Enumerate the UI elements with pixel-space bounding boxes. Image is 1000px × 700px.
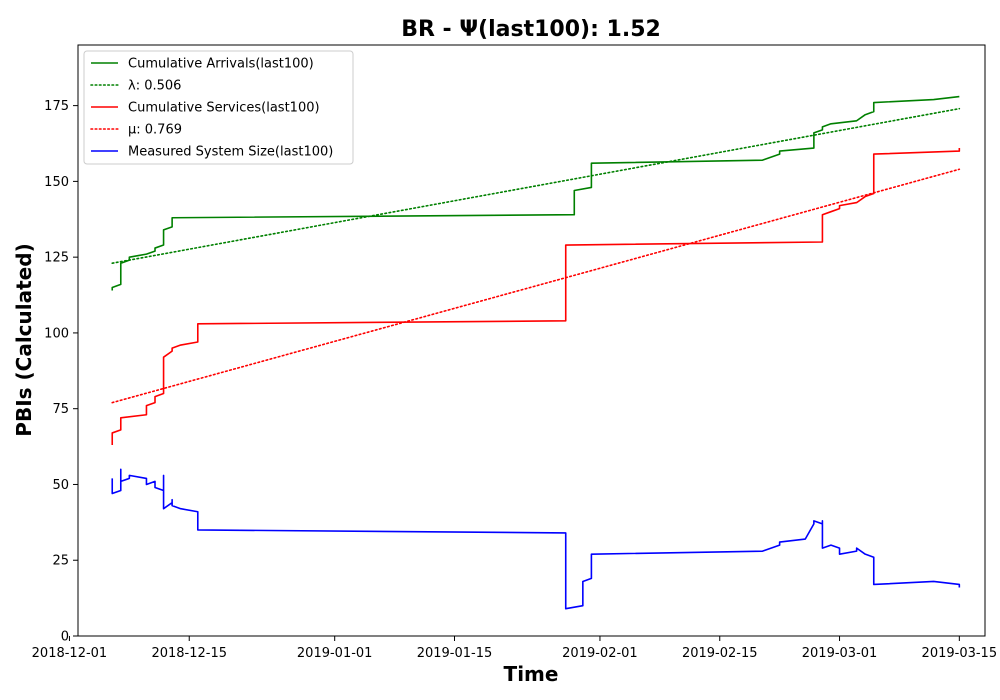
y-axis-label: PBIs (Calculated)	[12, 243, 36, 436]
x-tick-label: 2018-12-01	[32, 646, 108, 661]
x-tick-label: 2019-03-01	[802, 646, 878, 661]
y-axis: 0 25 50 75 100 125 150 175	[44, 99, 78, 644]
y-tick-label: 25	[52, 554, 69, 569]
x-tick-label: 2019-03-15	[922, 646, 998, 661]
y-tick-label: 75	[52, 402, 69, 417]
x-tick-label: 2019-01-01	[297, 646, 373, 661]
x-tick-label: 2018-12-15	[151, 646, 227, 661]
legend-label: Cumulative Arrivals(last100)	[128, 57, 314, 72]
y-tick-label: 0	[61, 630, 69, 645]
x-axis: 2018-12-01 2018-12-15 2019-01-01 2019-01-15…	[32, 636, 997, 661]
y-tick-label: 150	[44, 175, 69, 190]
legend-label: λ: 0.506	[128, 79, 181, 94]
legend-label: Cumulative Services(last100)	[128, 101, 320, 116]
y-tick-label: 125	[44, 251, 69, 266]
legend: Cumulative Arrivals(last100) λ: 0.506 Cumu…	[84, 51, 353, 164]
series-line-3	[112, 169, 959, 402]
y-tick-label: 100	[44, 326, 69, 341]
y-tick-label: 175	[44, 99, 69, 114]
y-tick-label: 50	[52, 478, 69, 493]
legend-label: μ: 0.769	[128, 123, 182, 138]
x-axis-label: Time	[504, 662, 559, 686]
x-tick-label: 2019-02-01	[562, 646, 638, 661]
series-line-4	[112, 469, 959, 608]
legend-label: Measured System Size(last100)	[128, 145, 333, 160]
x-tick-label: 2019-02-15	[682, 646, 758, 661]
chart-title: BR - Ψ(last100): 1.52	[401, 17, 661, 42]
x-tick-label: 2019-01-15	[417, 646, 493, 661]
plot-area	[112, 97, 959, 609]
series-line-2	[112, 148, 959, 445]
